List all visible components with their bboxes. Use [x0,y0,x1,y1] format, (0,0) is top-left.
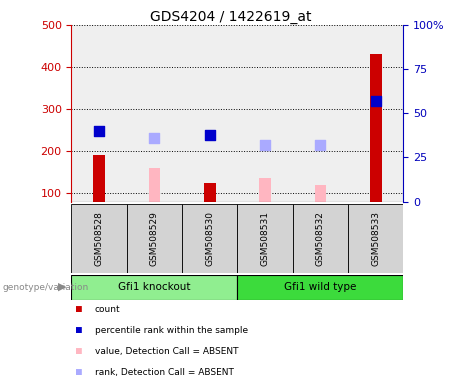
Text: ■: ■ [76,346,82,356]
Bar [237,25,293,202]
Text: GSM508531: GSM508531 [260,210,270,266]
Text: GDS4204 / 1422619_at: GDS4204 / 1422619_at [150,10,311,23]
Bar [293,204,348,273]
Point [206,132,213,138]
Text: Gfi1 wild type: Gfi1 wild type [284,282,356,292]
Text: GSM508528: GSM508528 [95,211,104,265]
Text: percentile rank within the sample: percentile rank within the sample [95,326,248,335]
Bar [127,204,182,273]
Bar [293,25,348,202]
Bar [148,168,160,202]
Text: ■: ■ [76,304,82,314]
Bar [370,55,382,202]
Bar [71,204,127,273]
Bar [348,25,403,202]
Bar [182,25,237,202]
Bar [259,179,271,202]
Point [261,142,269,148]
Point [151,135,158,141]
Bar [237,275,403,300]
Bar [182,204,237,273]
Text: GSM508529: GSM508529 [150,211,159,265]
Text: ■: ■ [76,325,82,335]
Bar [71,25,127,202]
Bar [71,275,237,300]
Bar [237,204,293,273]
Text: GSM508533: GSM508533 [371,210,380,266]
Text: GSM508530: GSM508530 [205,210,214,266]
Point [95,128,103,134]
Point [372,98,379,104]
Text: ■: ■ [76,367,82,377]
Point [317,142,324,148]
Text: value, Detection Call = ABSENT: value, Detection Call = ABSENT [95,347,238,356]
Text: genotype/variation: genotype/variation [2,283,89,291]
Text: rank, Detection Call = ABSENT: rank, Detection Call = ABSENT [95,368,233,377]
Bar [348,204,403,273]
Bar [127,25,182,202]
Text: count: count [95,305,120,314]
Text: GSM508532: GSM508532 [316,211,325,265]
Bar [314,185,326,202]
Bar [93,156,105,202]
Text: Gfi1 knockout: Gfi1 knockout [118,282,191,292]
Text: ▶: ▶ [59,282,67,292]
Bar [204,183,216,202]
